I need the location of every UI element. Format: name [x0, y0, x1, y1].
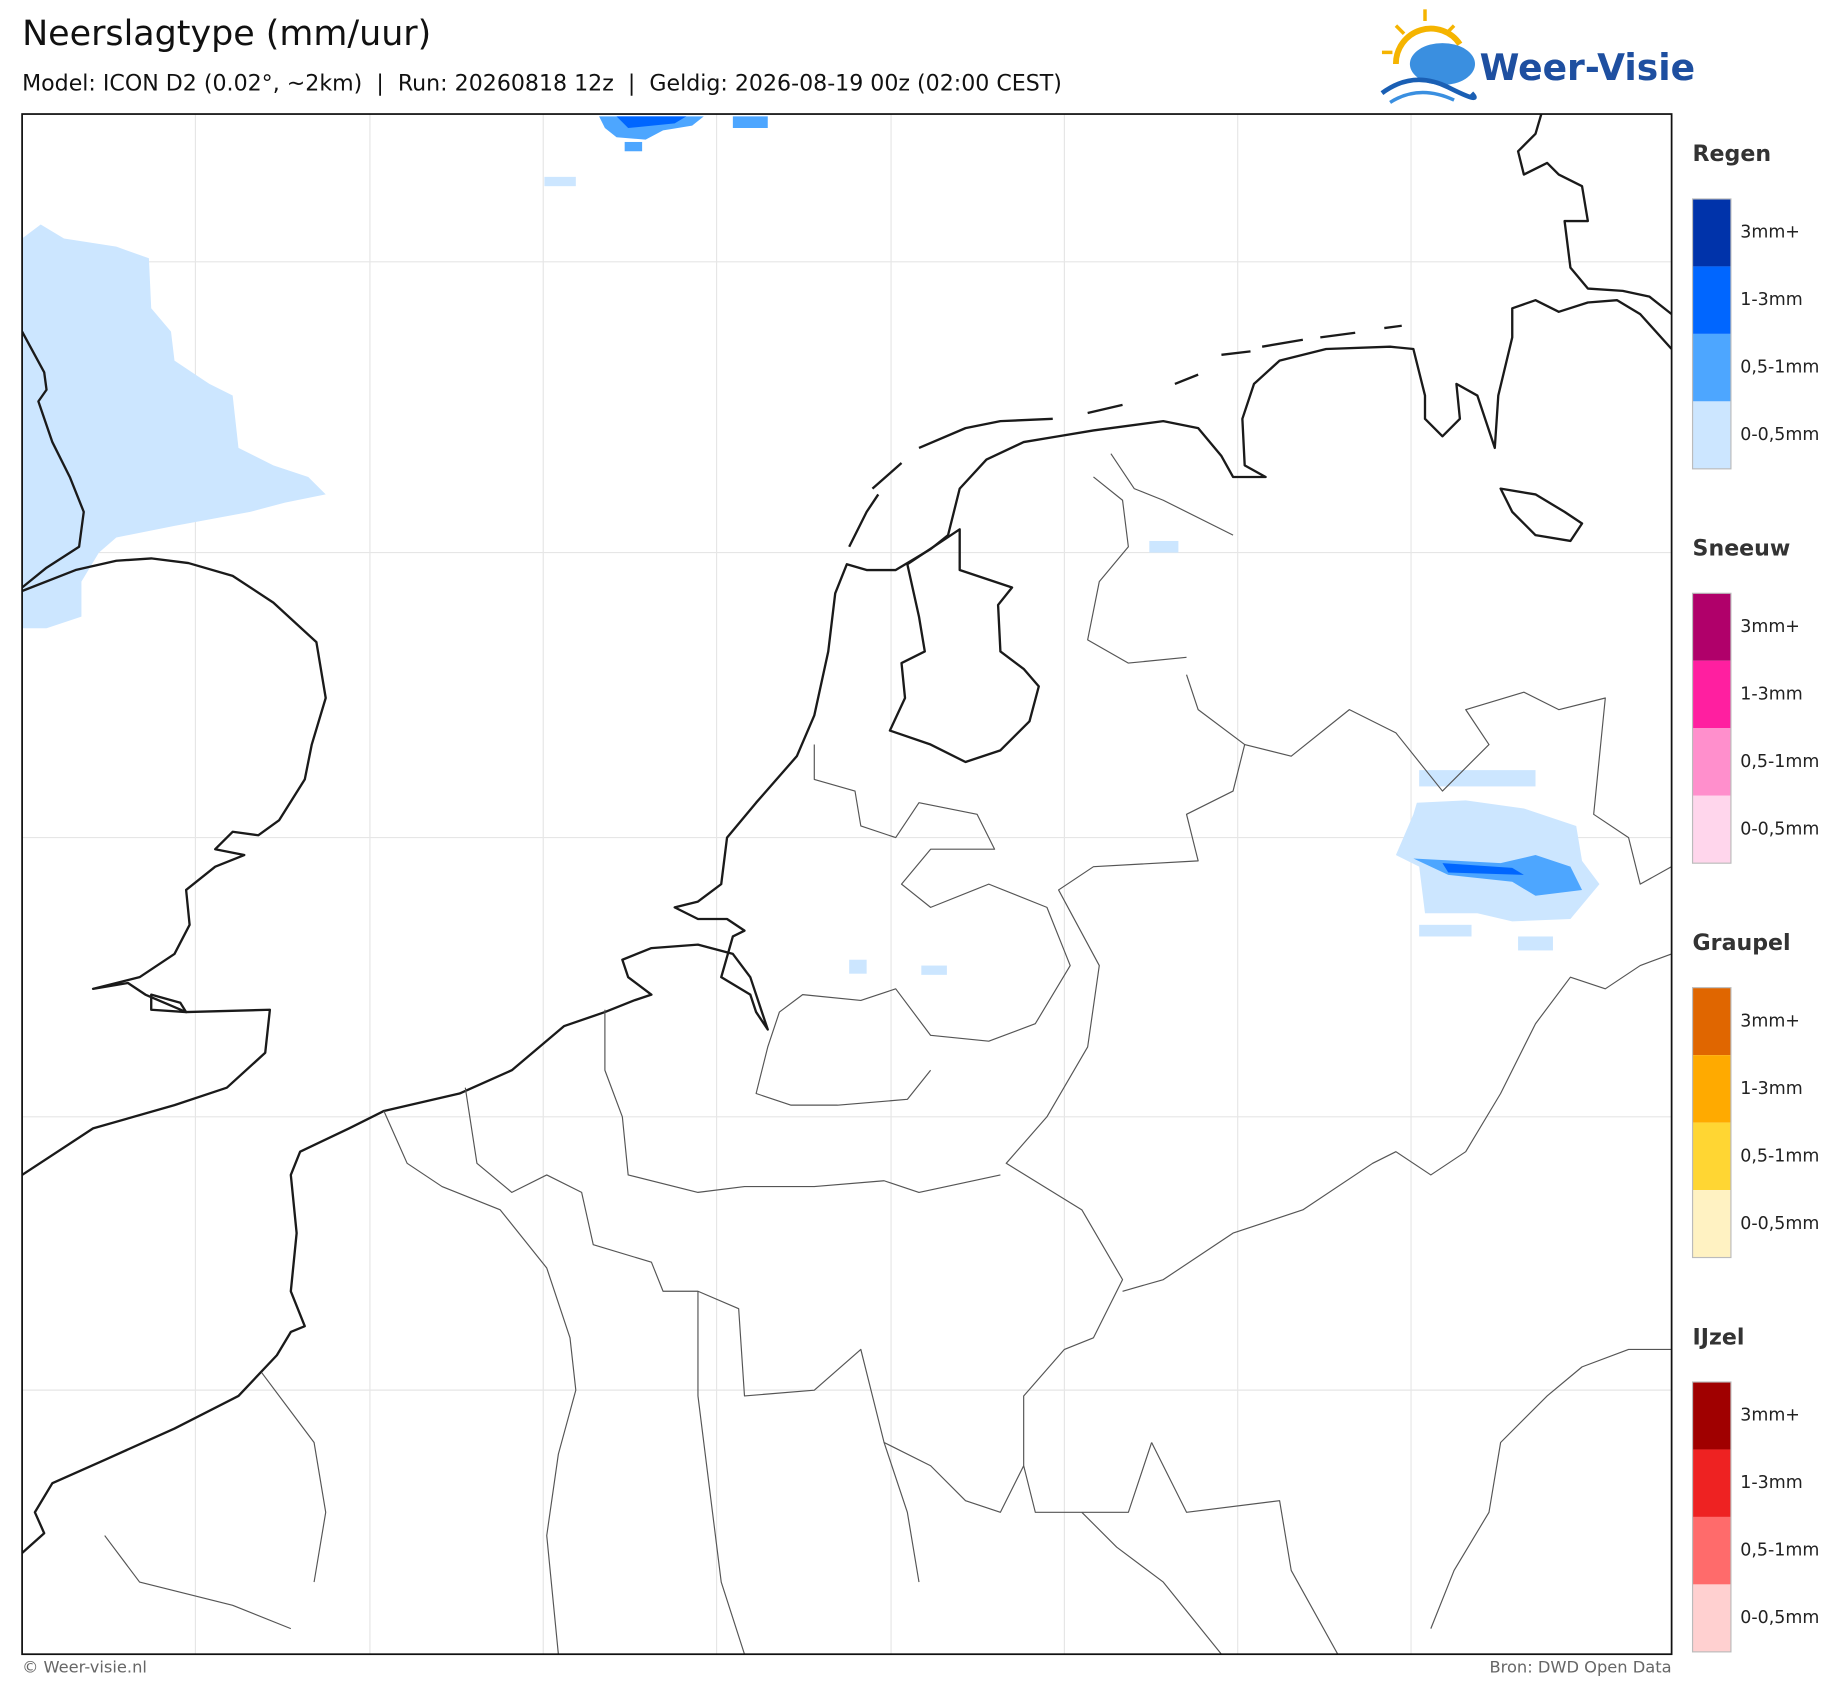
- legend-title: Regen: [1693, 141, 1772, 167]
- legend: Regen 3mm+ 1-3mm 0,5-1mm 0-0,5mm Sneeuw 3mm+ 1-…: [1691, 141, 1819, 1653]
- legend-frame: [1691, 1381, 1732, 1653]
- legend-swatch: [1692, 1516, 1731, 1585]
- legend-swatch: [1692, 1055, 1731, 1123]
- legend-swatch: [1692, 1584, 1731, 1652]
- legend-label: 0-0,5mm: [1740, 1214, 1819, 1234]
- legend-label: 1-3mm: [1740, 1079, 1802, 1099]
- legend-label: 0-0,5mm: [1740, 425, 1819, 445]
- legend-label: 0,5-1mm: [1740, 358, 1819, 378]
- footer-left: © Weer-visie.nl: [22, 1658, 147, 1677]
- legend-swatch: [1692, 1190, 1731, 1258]
- legend-label: 1-3mm: [1740, 1473, 1802, 1493]
- legend-swatch: [1692, 1449, 1731, 1517]
- legend-label: 0-0,5mm: [1740, 819, 1819, 839]
- legend-swatch: [1692, 987, 1731, 1056]
- legend-label: 0-0,5mm: [1740, 1608, 1819, 1628]
- legend-title: IJzel: [1693, 1324, 1745, 1350]
- legend-swatch: [1692, 1122, 1731, 1191]
- legend-label: 1-3mm: [1740, 685, 1802, 705]
- legend-swatch: [1692, 593, 1731, 661]
- logo: Weer-Visie: [1380, 9, 1695, 104]
- legend-label: 3mm+: [1740, 223, 1800, 243]
- legend-label: 0,5-1mm: [1740, 1541, 1819, 1561]
- legend-label: 3mm+: [1740, 1406, 1800, 1426]
- legend-label: 0,5-1mm: [1740, 752, 1819, 772]
- legend-swatch: [1692, 333, 1731, 402]
- legend-swatch: [1692, 795, 1731, 864]
- map-frame: [21, 113, 1673, 1656]
- legend-frame: [1691, 198, 1732, 470]
- legend-label: 3mm+: [1740, 1011, 1800, 1031]
- legend-title: Sneeuw: [1693, 536, 1791, 562]
- legend-swatch: [1692, 728, 1731, 796]
- subtitle: Model: ICON D2 (0.02°, ~2km) | Run: 2026…: [22, 70, 1062, 96]
- legend-frame: [1691, 987, 1732, 1259]
- footer-right: Bron: DWD Open Data: [1489, 1658, 1671, 1677]
- legend-swatch: [1692, 266, 1731, 334]
- logo-text: Weer-Visie: [1480, 47, 1695, 89]
- legend-swatch: [1692, 660, 1731, 729]
- legend-swatch: [1692, 401, 1731, 469]
- legend-title: Graupel: [1693, 930, 1791, 956]
- title: Neerslagtype (mm/uur): [22, 14, 431, 54]
- legend-frame: [1691, 592, 1732, 864]
- legend-label: 3mm+: [1740, 617, 1800, 637]
- legend-swatch: [1692, 198, 1731, 267]
- legend-swatch: [1692, 1382, 1731, 1450]
- legend-label: 0,5-1mm: [1740, 1146, 1819, 1166]
- legend-label: 1-3mm: [1740, 290, 1802, 310]
- map: [22, 114, 1672, 1655]
